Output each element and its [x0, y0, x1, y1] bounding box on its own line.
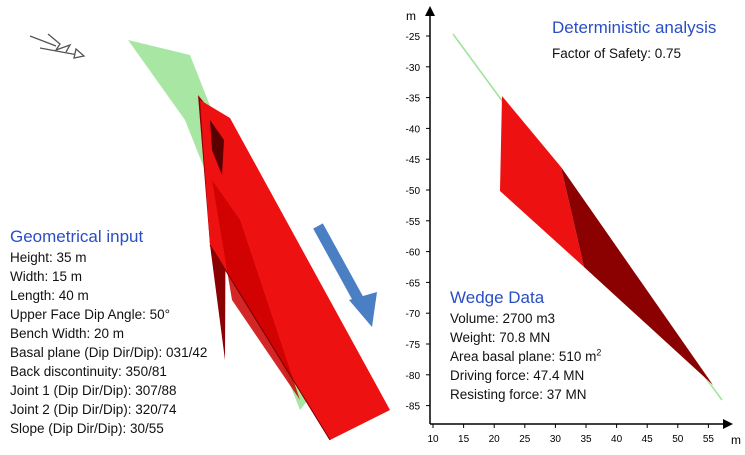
- wedge-section-red: [500, 96, 584, 267]
- x-axis-unit: m: [731, 433, 741, 447]
- geo-line-bench-width: Bench Width: 20 m: [10, 326, 125, 341]
- wedge-3d-figure: [29, 33, 390, 441]
- wedge-volume: Volume: 2700 m3: [450, 311, 556, 326]
- x-tick-label: 30: [550, 434, 562, 445]
- wedge-3d-view: Geometrical input Height: 35 m Width: 15…: [10, 33, 390, 441]
- y-axis-ticks: -25 -30 -35 -40 -45 -50 -55 -60 -65 -70 -75 -80 -85: [406, 32, 430, 413]
- wedge-resisting-force: Resisting force: 37 MN: [450, 387, 587, 402]
- y-tick-label: -75: [406, 340, 421, 351]
- x-tick-label: 55: [703, 434, 715, 445]
- factor-of-safety: Factor of Safety: 0.75: [552, 46, 682, 61]
- wedge-section-dark: [561, 167, 713, 385]
- x-tick-label: 10: [427, 434, 439, 445]
- y-tick-label: -65: [406, 278, 421, 289]
- y-tick-label: -40: [406, 124, 421, 135]
- x-tick-label: 15: [458, 434, 470, 445]
- geo-line-joint-1: Joint 1 (Dip Dir/Dip): 307/88: [10, 383, 177, 398]
- x-tick-label: 35: [580, 434, 592, 445]
- geo-line-height: Height: 35 m: [10, 250, 87, 265]
- y-tick-label: -30: [406, 63, 421, 74]
- x-tick-label: 20: [489, 434, 501, 445]
- y-tick-label: -55: [406, 217, 421, 228]
- geometrical-input-heading: Geometrical input: [10, 227, 144, 246]
- y-tick-label: -80: [406, 371, 421, 382]
- area-basal-text: Area basal plane: 510 m: [450, 349, 597, 364]
- wedge-weight: Weight: 70.8 MN: [450, 330, 551, 345]
- y-axis-arrow-icon: [425, 6, 435, 16]
- wedge-side-strip: [212, 180, 300, 400]
- y-tick-label: -45: [406, 155, 421, 166]
- geo-line-width: Width: 15 m: [10, 269, 83, 284]
- section-2d-view: m m -25 -30 -35 -40 -45 -50 -55 -60 -65 -70 -75 -80…: [380, 0, 745, 450]
- x-tick-label: 45: [642, 434, 654, 445]
- x-axis-arrow-icon: [723, 419, 733, 429]
- wedge-red-face: [200, 100, 390, 440]
- section-2d-figure: m m -25 -30 -35 -40 -45 -50 -55 -60 -65 -70 -75 -80…: [406, 6, 741, 447]
- y-tick-label: -60: [406, 248, 421, 259]
- wedge-inner-shade: [210, 120, 224, 175]
- y-tick-label: -50: [406, 186, 421, 197]
- y-tick-label: -35: [406, 94, 421, 105]
- y-tick-label: -70: [406, 309, 421, 320]
- sliding-direction-arrow: [313, 223, 377, 327]
- x-tick-label: 40: [611, 434, 623, 445]
- geo-line-upper-face: Upper Face Dip Angle: 50°: [10, 307, 170, 322]
- y-tick-label: -85: [406, 402, 421, 413]
- area-basal-superscript: 2: [596, 347, 602, 358]
- x-tick-label: 25: [519, 434, 531, 445]
- wedge-area-basal-plane: Area basal plane: 510 m2: [450, 347, 602, 364]
- wedge-driving-force: Driving force: 47.4 MN: [450, 368, 585, 383]
- deterministic-heading: Deterministic analysis: [552, 18, 717, 37]
- geo-line-back-discontinuity: Back discontinuity: 350/81: [10, 364, 167, 379]
- wedge-data-heading: Wedge Data: [450, 288, 545, 307]
- geo-line-slope: Slope (Dip Dir/Dip): 30/55: [10, 421, 164, 436]
- x-axis-ticks: 10 15 20 25 30 35 40 45 50 55: [427, 424, 714, 445]
- y-axis-unit: m: [406, 9, 416, 23]
- geo-line-length: Length: 40 m: [10, 288, 89, 303]
- geo-line-basal-plane: Basal plane (Dip Dir/Dip): 031/42: [10, 345, 208, 360]
- north-arrow-icon: [29, 33, 86, 59]
- y-tick-label: -25: [406, 32, 421, 43]
- geo-line-joint-2: Joint 2 (Dip Dir/Dip): 320/74: [10, 402, 177, 417]
- x-tick-label: 50: [672, 434, 684, 445]
